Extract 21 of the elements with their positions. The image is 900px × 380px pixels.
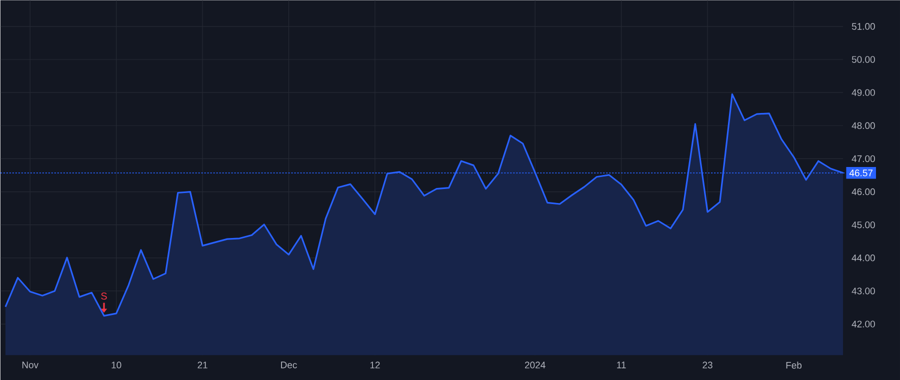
x-tick-label: 10 bbox=[112, 362, 122, 368]
annotation: S bbox=[101, 292, 107, 300]
y-tick-label: 46.00 bbox=[852, 188, 875, 196]
x-tick-label: Nov bbox=[22, 362, 38, 368]
y-tick-label: 47.00 bbox=[852, 155, 875, 162]
y-tick-label: 48.00 bbox=[852, 122, 875, 129]
y-tick-label: 44.00 bbox=[852, 254, 875, 262]
y-tick-label: 50.00 bbox=[852, 56, 875, 63]
x-tick-label: Feb bbox=[786, 362, 802, 369]
y-tick-label: 45.00 bbox=[852, 221, 875, 228]
x-tick-label: 11 bbox=[617, 362, 626, 368]
ref-line-label: 46.57 bbox=[849, 169, 873, 176]
x-tick-label: 21 bbox=[198, 362, 208, 368]
y-tick-label: 43.00 bbox=[852, 288, 875, 294]
y-tick-label: 42.00 bbox=[852, 320, 875, 328]
x-tick-label: 12 bbox=[370, 362, 380, 368]
x-tick-label: 23 bbox=[702, 362, 712, 368]
x-tick-label: 2024 bbox=[525, 362, 546, 368]
x-tick-label: Dec bbox=[281, 362, 297, 368]
y-tick-label: 51.00 bbox=[852, 22, 875, 30]
y-tick-label: 49.00 bbox=[852, 89, 875, 96]
